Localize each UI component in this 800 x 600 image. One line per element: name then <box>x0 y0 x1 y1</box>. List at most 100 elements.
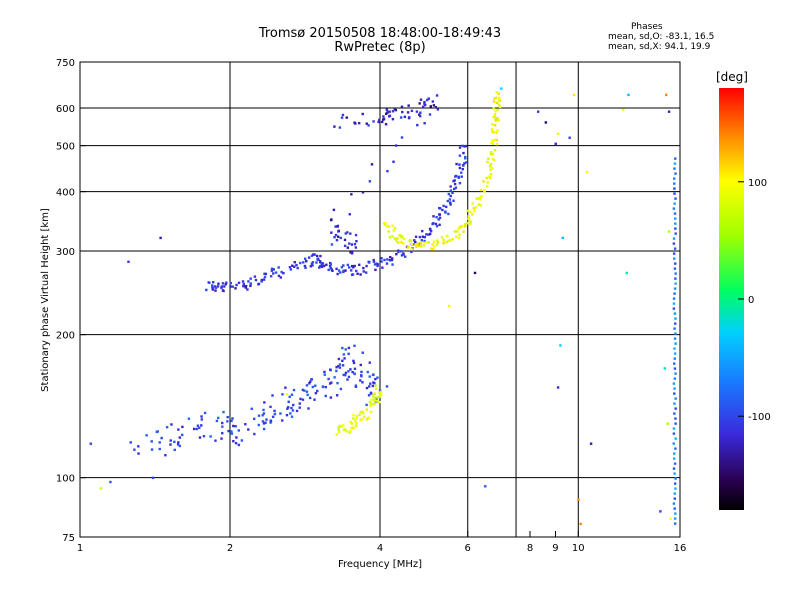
data-point <box>310 262 314 265</box>
data-point <box>669 517 672 520</box>
data-point <box>234 441 238 445</box>
data-point <box>674 232 677 235</box>
data-point <box>673 312 677 315</box>
phases-x-line: mean, sd,X: 94.1, 19.9 <box>608 42 711 52</box>
y-tick-label: 750 <box>56 58 75 69</box>
chart-title: Tromsø 20150508 18:48:00-18:49:43 <box>258 26 502 41</box>
data-point <box>486 184 489 188</box>
data-point <box>261 414 264 417</box>
data-point <box>432 245 436 248</box>
data-point <box>232 439 235 443</box>
data-point <box>337 430 341 434</box>
data-point <box>386 258 389 261</box>
data-point <box>449 194 452 198</box>
data-point <box>400 236 403 239</box>
data-point <box>355 417 358 420</box>
data-point <box>353 242 357 246</box>
data-point <box>469 222 472 225</box>
data-point <box>205 288 208 292</box>
data-point <box>674 397 677 400</box>
data-point <box>177 428 180 431</box>
data-point <box>354 246 358 249</box>
data-point <box>674 262 677 265</box>
data-point <box>483 190 486 193</box>
data-point <box>467 215 470 218</box>
data-point <box>453 182 457 186</box>
data-point <box>334 233 338 237</box>
data-point <box>673 412 676 415</box>
data-point <box>340 425 343 428</box>
data-point <box>438 213 441 216</box>
data-point <box>368 261 371 264</box>
data-point <box>455 162 458 166</box>
data-point <box>454 186 458 189</box>
data-point <box>217 416 220 420</box>
data-point <box>222 410 225 414</box>
data-point <box>667 230 671 233</box>
data-point <box>410 247 413 250</box>
data-point <box>485 176 488 180</box>
data-point <box>391 263 394 266</box>
data-point <box>99 487 103 490</box>
data-point <box>214 286 218 289</box>
data-point <box>674 342 677 345</box>
data-point <box>321 385 325 388</box>
data-point <box>330 231 333 234</box>
data-point <box>279 276 282 279</box>
data-point <box>355 269 358 273</box>
data-point <box>289 412 292 415</box>
data-point <box>370 402 373 406</box>
data-point <box>382 118 385 121</box>
data-point <box>373 263 377 266</box>
data-point <box>328 382 332 385</box>
data-point <box>269 419 272 422</box>
grid-lines <box>80 62 681 537</box>
data-point <box>368 361 371 364</box>
data-point <box>360 370 363 374</box>
data-point <box>386 110 390 114</box>
data-point <box>469 220 472 223</box>
data-point <box>343 238 347 242</box>
data-point <box>272 272 275 275</box>
data-point <box>399 235 402 238</box>
data-point <box>322 264 326 268</box>
data-point <box>324 394 327 398</box>
data-point <box>355 240 358 243</box>
data-point <box>355 421 358 425</box>
data-point <box>358 413 361 417</box>
data-point <box>418 102 421 105</box>
data-point <box>484 485 487 488</box>
data-point <box>247 428 250 431</box>
data-point <box>269 275 273 278</box>
data-point <box>315 261 318 264</box>
data-point <box>378 391 381 394</box>
data-point <box>388 259 392 262</box>
data-point <box>458 181 462 185</box>
data-point <box>362 270 365 273</box>
data-point <box>387 230 390 233</box>
data-point <box>313 398 316 401</box>
data-point <box>417 244 421 248</box>
data-point <box>351 250 354 253</box>
data-point <box>386 169 389 173</box>
data-point <box>673 402 676 405</box>
data-point <box>403 115 407 119</box>
data-point <box>490 141 493 145</box>
data-point <box>372 260 376 263</box>
data-point <box>216 285 220 288</box>
colorbar-ticks: 100 0 -100 <box>738 178 771 423</box>
data-point <box>357 121 361 125</box>
data-point <box>343 428 347 431</box>
data-point <box>345 430 348 433</box>
data-point <box>375 262 378 265</box>
data-point <box>673 347 676 350</box>
data-point <box>625 271 628 275</box>
data-point <box>475 197 479 200</box>
data-point <box>429 228 432 231</box>
data-point <box>338 363 342 366</box>
data-point <box>479 204 483 207</box>
data-point <box>374 384 377 387</box>
data-point <box>352 414 355 417</box>
data-point <box>341 346 344 350</box>
y-tick-label: 500 <box>56 142 75 153</box>
